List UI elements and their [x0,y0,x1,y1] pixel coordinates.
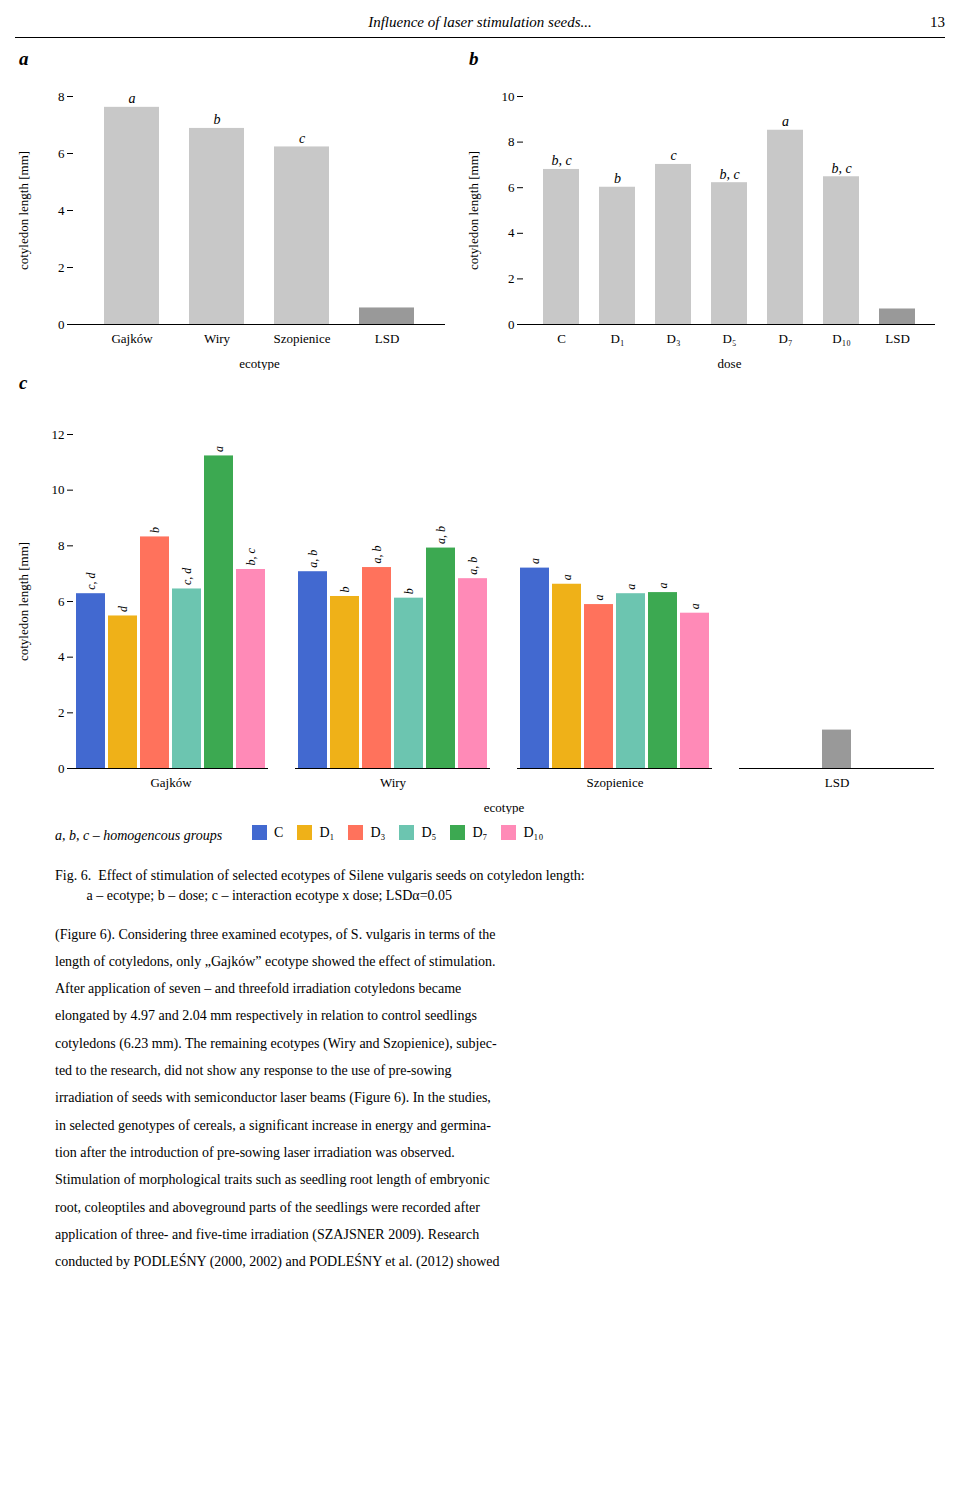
svg-text:a: a [656,583,670,589]
svg-text:8: 8 [58,89,65,104]
svg-text:a, b: a, b [306,550,320,568]
svg-text:c, d: c, d [180,567,194,585]
svg-text:Gajków: Gajków [150,775,192,790]
svg-text:ecotype: ecotype [484,800,525,815]
svg-text:4: 4 [58,649,65,664]
svg-text:6: 6 [508,180,515,195]
svg-text:c, d: c, d [84,571,98,589]
html-text:(Figure 6). Considering three: (Figure 6). Considering three examined e… [55,926,496,942]
html-text:root, coleoptiles and abovegro: root, coleoptiles and aboveground parts … [55,1199,480,1215]
html-text:conducted by PODLEŚNY (2000, 2: conducted by PODLEŚNY (2000, 2002) and P… [55,1254,500,1270]
svg-text:Szopienice: Szopienice [273,331,330,346]
html-text:Influence of laser stimulation: Influence of laser stimulation seeds... [368,14,592,30]
svg-text:D₁₀: D₁₀ [832,331,850,346]
svg-text:b: b [148,527,162,533]
svg-text:dose: dose [718,356,742,371]
svg-text:D₃: D₃ [667,331,681,346]
html-text:length of cotyledons, only „Ga: length of cotyledons, only „Gajków” ecot… [55,953,496,969]
svg-text:d: d [116,605,130,612]
svg-text:c: c [299,131,306,146]
svg-text:ecotype: ecotype [239,356,280,371]
svg-text:a: a [528,558,542,564]
svg-text:C: C [557,331,566,346]
svg-text:2: 2 [58,705,65,720]
svg-text:a, b: a, b [434,526,448,544]
html-text:a – ecotype; b – dose; c – int: a – ecotype; b – dose; c – interaction e… [55,888,452,904]
svg-text:c: c [670,148,677,163]
html-text:elongated by 4.97 and 2.04 mm: elongated by 4.97 and 2.04 mm respective… [55,1008,477,1024]
svg-text:D₁: D₁ [611,331,625,346]
svg-text:b: b [614,171,621,186]
svg-text:cotyledon length [mm]: cotyledon length [mm] [16,542,31,661]
svg-text:b: b [338,586,352,592]
svg-text:LSD: LSD [885,331,910,346]
svg-text:b: b [402,588,416,594]
svg-text:a: a [212,446,226,452]
svg-text:10: 10 [502,89,515,104]
svg-text:2: 2 [58,260,65,275]
svg-text:2: 2 [508,271,515,286]
svg-text:Wiry: Wiry [380,775,407,790]
html-text:b: b [469,48,479,69]
svg-text:0: 0 [58,761,65,776]
svg-text:Gajków: Gajków [111,331,153,346]
svg-text:a: a [560,574,574,580]
svg-text:6: 6 [58,594,65,609]
svg-text:a, b: a, b [370,546,384,564]
html-text:application of three- and five: application of three- and five-time irra… [55,1226,480,1242]
svg-text:a, b: a, b [466,557,480,575]
html-text:D₃: D₃ [370,824,386,840]
svg-text:10: 10 [52,482,65,497]
svg-text:cotyledon length [mm]: cotyledon length [mm] [466,151,481,270]
svg-text:a: a [782,114,789,129]
html-text:tion after the introduction of: tion after the introduction of pre-sowin… [55,1145,455,1160]
html-text:irradiation of seeds with semi: irradiation of seeds with semiconductor … [55,1090,491,1106]
svg-text:D₅: D₅ [723,331,737,346]
svg-text:8: 8 [508,134,515,149]
svg-text:a: a [129,91,136,106]
svg-text:D₇: D₇ [779,331,793,346]
svg-text:6: 6 [58,146,65,161]
html-text:D₅: D₅ [421,824,437,840]
svg-text:LSD: LSD [375,331,400,346]
html-text:c: c [19,372,28,393]
svg-text:a: a [688,603,702,609]
svg-text:Wiry: Wiry [204,331,231,346]
svg-text:b, c: b, c [719,167,740,182]
html-text:Fig. 6. Effect of stimulation: Fig. 6. Effect of stimulation of selecte… [55,868,585,883]
html-text:D₇: D₇ [472,824,488,840]
svg-text:0: 0 [508,317,515,332]
svg-text:b, c: b, c [831,161,852,176]
html-text:C: C [274,824,284,840]
svg-text:b, c: b, c [551,153,572,168]
svg-text:a: a [592,595,606,601]
html-text:cotyledons (6.23 mm). The rema: cotyledons (6.23 mm). The remaining ecot… [55,1035,497,1051]
svg-text:4: 4 [508,225,515,240]
svg-text:cotyledon length [mm]: cotyledon length [mm] [16,151,31,270]
html-text:a, b, c – homogencous groups: a, b, c – homogencous groups [55,828,223,843]
svg-text:12: 12 [52,427,65,442]
svg-text:a: a [624,584,638,590]
html-text:13: 13 [930,14,945,30]
html-text:ted to the research, did not s: ted to the research, did not show any re… [55,1063,452,1079]
html-text:D₁: D₁ [319,824,335,840]
svg-text:8: 8 [58,538,65,553]
svg-text:b, c: b, c [244,547,258,565]
svg-text:4: 4 [58,203,65,218]
svg-text:0: 0 [58,317,65,332]
svg-text:LSD: LSD [825,775,850,790]
html-text:a: a [19,48,29,69]
html-text:Stimulation of morphological t: Stimulation of morphological traits such… [55,1172,490,1188]
svg-text:b: b [214,112,221,127]
html-text:in selected genotypes of cerea: in selected genotypes of cereals, a sign… [55,1117,491,1133]
html-text:D₁₀: D₁₀ [523,824,544,840]
svg-text:Szopienice: Szopienice [586,775,643,790]
html-text:After application of seven – a: After application of seven – and threefo… [55,981,462,997]
